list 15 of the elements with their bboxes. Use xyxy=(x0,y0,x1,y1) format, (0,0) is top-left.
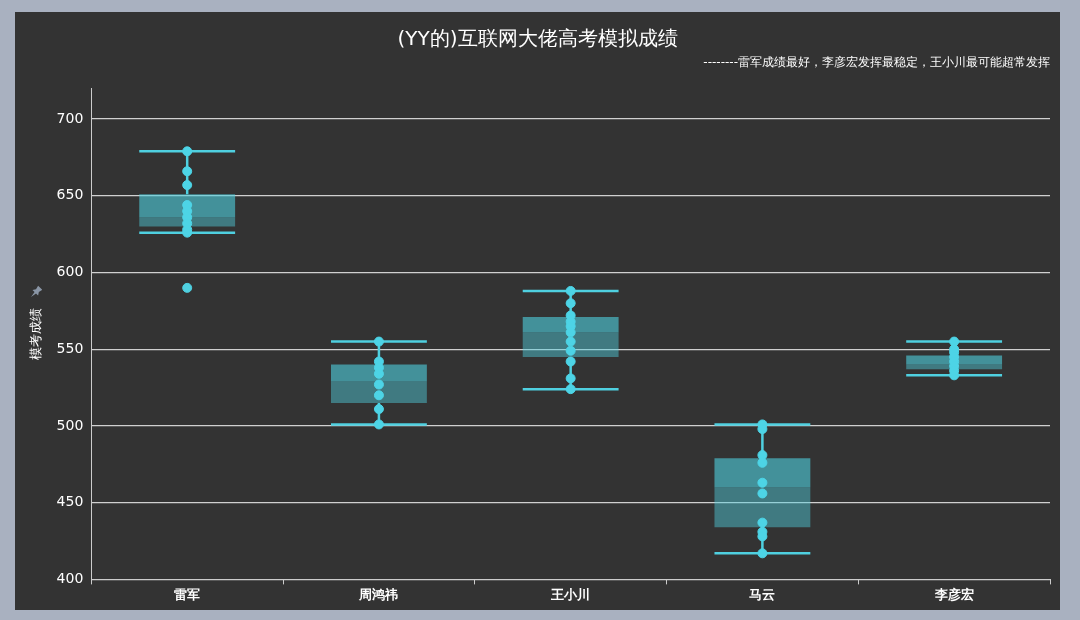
x-tick-label: 马云 xyxy=(749,586,776,602)
y-tick-label: 650 xyxy=(56,186,84,203)
y-axis-title: 模考成绩 xyxy=(28,307,44,360)
y-tick-label: 400 xyxy=(56,570,84,587)
x-tick-label: 雷军 xyxy=(174,586,201,602)
chart-subtitle: --------雷军成绩最好，李彦宏发挥最稳定，王小川最可能超常发挥 xyxy=(703,55,1050,70)
y-tick-label: 550 xyxy=(56,339,84,356)
x-tick-label: 王小川 xyxy=(550,586,591,602)
chart-title: (YY的)互联网大佬高考模拟成绩 xyxy=(397,26,678,51)
y-tick-label: 700 xyxy=(56,109,84,126)
y-tick-label: 600 xyxy=(56,263,84,280)
y-tick-label: 500 xyxy=(56,416,84,433)
y-tick-label: 450 xyxy=(56,493,84,510)
x-tick-label: 周鸿祎 xyxy=(358,586,399,602)
x-tick-label: 李彦宏 xyxy=(933,586,974,602)
